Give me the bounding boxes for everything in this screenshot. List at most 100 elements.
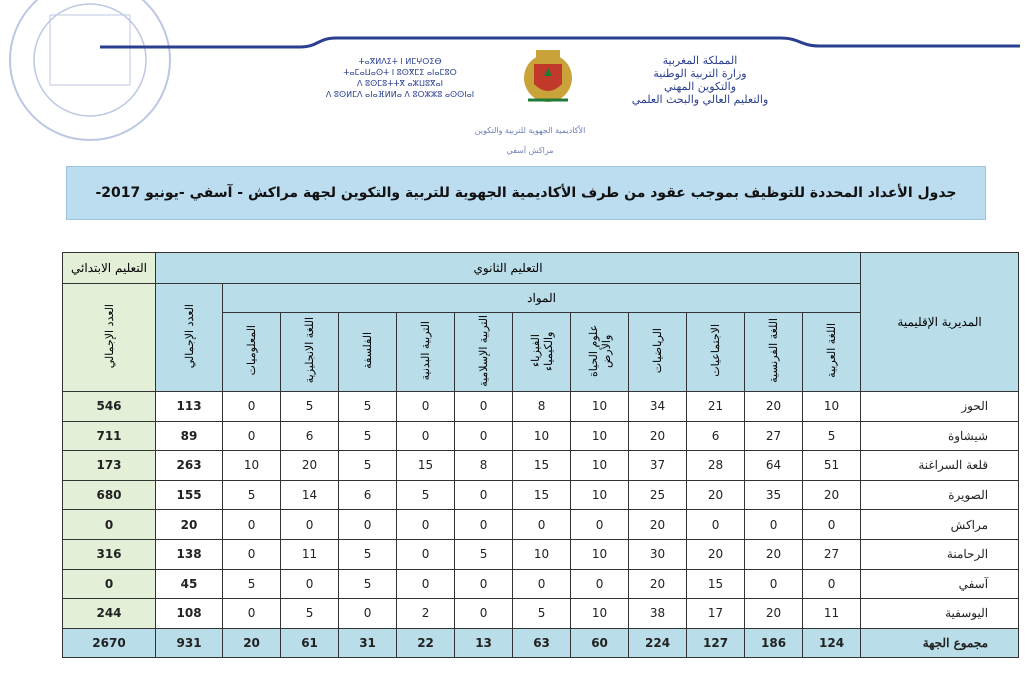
cell: 5 — [338, 538, 398, 570]
cell: 0 — [396, 538, 456, 570]
cell: 6 — [338, 479, 398, 511]
header-text: العدد الإجمالي — [102, 303, 116, 369]
cell: 61 — [280, 627, 340, 659]
cell: 5 — [454, 538, 514, 570]
subject-header: اللغة الانجليزية — [280, 312, 340, 392]
cell: 0 — [802, 509, 862, 540]
data-row: مجموع الجهة 124 186 127 224 60 63 13 22 31 61 20 931… — [62, 627, 1020, 659]
direction-name: مراكش — [860, 509, 1020, 540]
arabic-line: وزارة التربية الوطنية — [653, 67, 747, 80]
cell: 20 — [744, 598, 804, 629]
primary-header: التعليم الابتدائي — [62, 252, 156, 284]
cell: 0 — [570, 568, 630, 600]
cell: 27 — [802, 538, 862, 570]
header-text: المعلوميات — [245, 325, 259, 376]
secondary-header: التعليم الثانوي — [154, 252, 862, 284]
header-text: اللغة الانجليزية — [303, 317, 317, 384]
direction-name: الصويرة — [860, 479, 1020, 511]
cell: 51 — [802, 450, 862, 481]
header-text: الرياضيات — [651, 327, 665, 374]
cell: 5 — [802, 420, 862, 452]
primary-total: 546 — [62, 391, 156, 422]
subjects-header: المواد — [222, 283, 862, 313]
primary-total: 711 — [62, 420, 156, 452]
cell: 22 — [396, 627, 456, 659]
cell: 0 — [396, 568, 456, 600]
tifinagh-line: ⵜⴰⴳⵍⴷⵉⵜ ⵏ ⵍⵎⵖⵔⵉⴱ — [358, 57, 442, 66]
cell: 5 — [222, 479, 282, 511]
primary-total: 2670 — [62, 627, 156, 659]
cell: 37 — [628, 450, 688, 481]
primary-total: 244 — [62, 598, 156, 629]
cell: 11 — [280, 538, 340, 570]
cell: 20 — [280, 450, 340, 481]
header-text: التربية الإسلامية — [477, 314, 491, 387]
direction-name: شيشاوة — [860, 420, 1020, 452]
cell: 11 — [802, 598, 862, 629]
cell: 0 — [396, 509, 456, 540]
subject-header: الفيزياء والكيمياء — [512, 312, 572, 392]
table: المديرية الإقليمية التعليم الثانوي التعليم… — [62, 252, 1020, 659]
cell: 5 — [338, 450, 398, 481]
cell: 0 — [454, 479, 514, 511]
subject-header: الرياضيات — [628, 312, 688, 392]
cell: 10 — [802, 391, 862, 422]
cell: 31 — [338, 627, 398, 659]
data-row: قلعة السراغنة 51 64 28 37 10 15 8 15 5 20 10 263 173 — [62, 450, 1020, 481]
secondary-total: 138 — [154, 538, 224, 570]
header-text: العدد الإجمالي — [182, 303, 196, 369]
arabic-line: والتكوين المهني — [663, 80, 737, 93]
cell: 28 — [686, 450, 746, 481]
subject-header: الاجتماعيات — [686, 312, 746, 392]
subject-header: علوم الحياة والأرض — [570, 312, 630, 392]
cell: 64 — [744, 450, 804, 481]
primary-total: 316 — [62, 538, 156, 570]
direction-name: الرحامنة — [860, 538, 1020, 570]
cell: 0 — [280, 509, 340, 540]
primary-total: 0 — [62, 568, 156, 600]
cell: 5 — [512, 598, 572, 629]
cell: 0 — [396, 391, 456, 422]
cell: 0 — [338, 598, 398, 629]
cell: 0 — [454, 391, 514, 422]
cell: 186 — [744, 627, 804, 659]
cell: 0 — [222, 509, 282, 540]
cell: 0 — [396, 420, 456, 452]
emblem — [524, 50, 572, 102]
secondary-total-header: العدد الإجمالي — [154, 283, 224, 392]
cell: 20 — [744, 391, 804, 422]
cell: 0 — [454, 568, 514, 600]
data-row: الحوز 10 20 21 34 10 8 0 0 5 5 0 113 546 — [62, 391, 1020, 422]
cell: 8 — [512, 391, 572, 422]
data-row: شيشاوة 5 27 6 20 10 10 0 0 5 6 0 89 711 — [62, 420, 1020, 452]
cell: 0 — [222, 391, 282, 422]
cell: 10 — [570, 538, 630, 570]
primary-total-header: العدد الإجمالي — [62, 283, 156, 392]
subject-header: التربية البدنية — [396, 312, 456, 392]
header-text: اللغة الفرنسية — [767, 318, 781, 383]
direction-name: الحوز — [860, 391, 1020, 422]
cell: 0 — [512, 509, 572, 540]
cell: 10 — [512, 538, 572, 570]
cell: 0 — [280, 568, 340, 600]
data-row: آسفي 0 0 15 20 0 0 0 0 5 0 5 45 0 — [62, 568, 1020, 600]
secondary-total: 113 — [154, 391, 224, 422]
cell: 0 — [454, 509, 514, 540]
stamp — [9, 0, 171, 141]
cell: 5 — [222, 568, 282, 600]
cell: 0 — [570, 509, 630, 540]
direction-name: آسفي — [860, 568, 1020, 600]
cell: 10 — [570, 450, 630, 481]
tifinagh-line: ⵜⴰⵎⴰⵡⴰⵙⵜ ⵏ ⵓⵙⴳⵎⵉ ⴰⵏⴰⵎⵓⵔ — [343, 68, 457, 77]
data-row: الرحامنة 27 20 20 30 10 10 5 0 5 11 0 138 316 — [62, 538, 1020, 570]
cell: 60 — [570, 627, 630, 659]
cell: 10 — [512, 420, 572, 452]
data-row: الصويرة 20 35 20 25 10 15 0 5 6 14 5 155 680 — [62, 479, 1020, 511]
cell: 0 — [338, 509, 398, 540]
region: مراكش آسفي — [506, 146, 554, 155]
cell: 10 — [222, 450, 282, 481]
cell: 0 — [802, 568, 862, 600]
header-text: اللغة العربية — [825, 323, 839, 378]
